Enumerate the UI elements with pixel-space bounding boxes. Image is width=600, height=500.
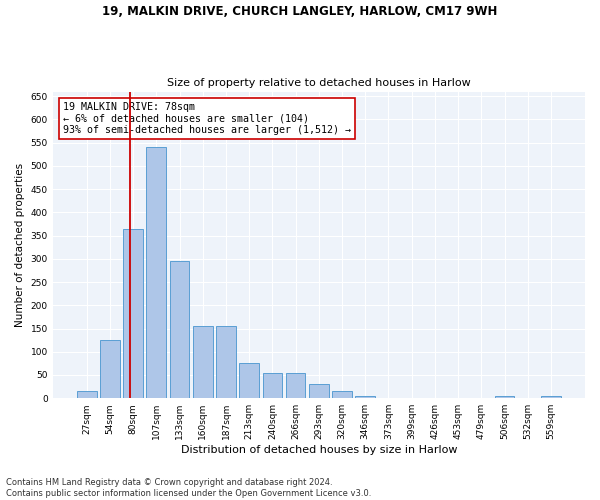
- Bar: [77, 391, 97, 398]
- Bar: [193, 326, 212, 398]
- Bar: [146, 148, 166, 398]
- Bar: [286, 372, 305, 398]
- Bar: [170, 261, 190, 398]
- Bar: [100, 340, 120, 398]
- Bar: [216, 326, 236, 398]
- Bar: [355, 396, 375, 398]
- Bar: [123, 228, 143, 398]
- Bar: [263, 372, 282, 398]
- Y-axis label: Number of detached properties: Number of detached properties: [15, 163, 25, 327]
- X-axis label: Distribution of detached houses by size in Harlow: Distribution of detached houses by size …: [181, 445, 457, 455]
- Bar: [541, 396, 561, 398]
- Bar: [309, 384, 329, 398]
- Bar: [239, 364, 259, 398]
- Title: Size of property relative to detached houses in Harlow: Size of property relative to detached ho…: [167, 78, 471, 88]
- Bar: [494, 396, 514, 398]
- Bar: [332, 391, 352, 398]
- Text: 19 MALKIN DRIVE: 78sqm
← 6% of detached houses are smaller (104)
93% of semi-det: 19 MALKIN DRIVE: 78sqm ← 6% of detached …: [64, 102, 352, 136]
- Text: 19, MALKIN DRIVE, CHURCH LANGLEY, HARLOW, CM17 9WH: 19, MALKIN DRIVE, CHURCH LANGLEY, HARLOW…: [103, 5, 497, 18]
- Text: Contains HM Land Registry data © Crown copyright and database right 2024.
Contai: Contains HM Land Registry data © Crown c…: [6, 478, 371, 498]
